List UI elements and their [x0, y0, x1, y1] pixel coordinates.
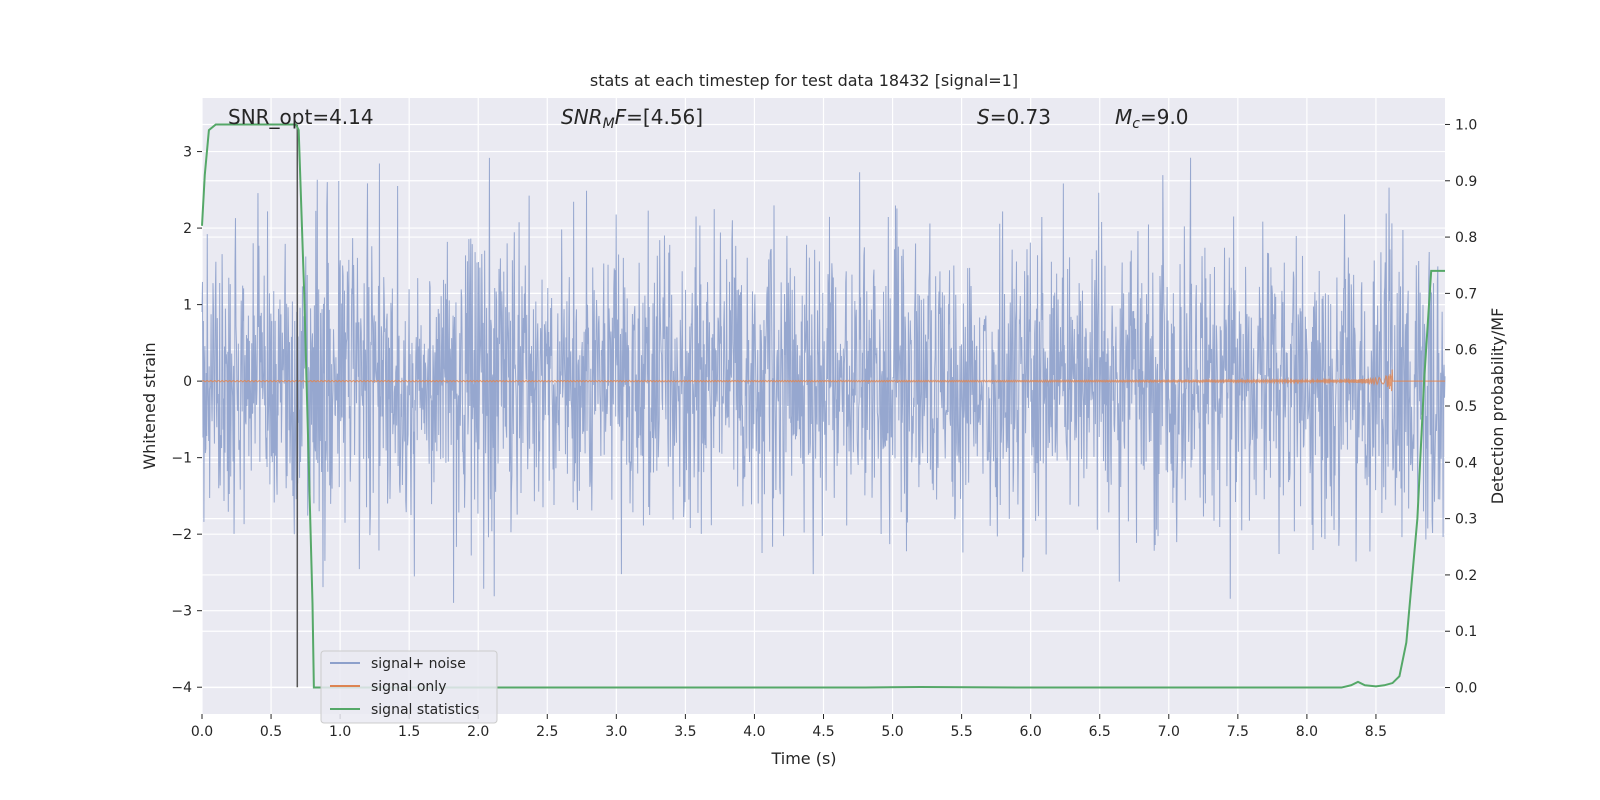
x-tick-label: 6.0 [1020, 724, 1042, 740]
annotation-s-value: =0.73 [990, 105, 1051, 129]
y-right-tick-label: 0.2 [1455, 568, 1477, 584]
y-axis-right-label: Detection probability/MF [1488, 308, 1507, 505]
y-right-tick-label: 0.6 [1455, 343, 1477, 359]
annotation-mc-subscript: c [1132, 116, 1140, 132]
y-right-tick-label: 0.7 [1455, 286, 1477, 302]
x-tick-label: 3.0 [605, 724, 627, 740]
x-tick-label: 7.5 [1227, 724, 1249, 740]
y-tick-label: −2 [171, 527, 192, 543]
x-tick-label: 3.5 [674, 724, 696, 740]
y-tick-label: −3 [171, 604, 192, 620]
chart-title: stats at each timestep for test data 184… [590, 71, 1018, 90]
legend-box [320, 650, 498, 724]
y-right-tick-label: 0.8 [1455, 230, 1477, 246]
x-tick-label: 1.0 [329, 724, 351, 740]
legend: signal+ noise signal only signal statist… [320, 650, 498, 724]
x-tick-label: 2.0 [467, 724, 489, 740]
x-tick-label: 5.5 [950, 724, 972, 740]
annotation-snr-opt: SNR_opt=4.14 [228, 105, 374, 129]
x-tick-label: 1.5 [398, 724, 420, 740]
x-tick-label: 5.0 [881, 724, 903, 740]
annotation-mc-value: =9.0 [1140, 105, 1189, 129]
series-signal-only-line [201, 369, 1445, 392]
annotation-snr-mf-value: =[4.56] [626, 105, 703, 129]
x-tick-label: 4.5 [812, 724, 834, 740]
y-tick-label: 2 [183, 221, 192, 237]
x-tick-label: 0.0 [191, 724, 213, 740]
annotation-snr-mf-symbol2: F [615, 105, 627, 129]
y-tick-label: −4 [171, 680, 192, 696]
annotation-snr-mf-subscript: M [603, 116, 615, 132]
legend-label-signal: signal only [371, 679, 446, 695]
data-series [201, 123, 1446, 689]
y-tick-label: −1 [171, 451, 192, 467]
x-tick-label: 4.0 [743, 724, 765, 740]
x-tick-label: 7.0 [1158, 724, 1180, 740]
y-axis-label: Whitened strain [140, 342, 159, 469]
y-right-tick-label: 0.1 [1455, 624, 1477, 640]
legend-label-stat: signal statistics [371, 702, 479, 718]
y-right-tick-label: 0.9 [1455, 174, 1477, 190]
legend-label-noise: signal+ noise [371, 656, 466, 672]
y-tick-label: 3 [183, 145, 192, 161]
annotation-snr-mf-symbol: SNR [561, 105, 603, 129]
annotation-s: S=0.73 [977, 105, 1051, 129]
annotation-mc: Mc=9.0 [1115, 105, 1189, 132]
axis-ticks: 0.0 0.5 1.0 1.5 2.0 2.5 3.0 3.5 4.0 4.5 5.0 5.5 6.0 6… [171, 117, 1477, 740]
series-signal-noise-line [201, 157, 1446, 603]
x-axis-label: Time (s) [770, 749, 836, 768]
y-tick-label: 1 [183, 298, 192, 314]
y-right-tick-label: 0.0 [1455, 681, 1477, 697]
x-tick-label: 8.5 [1365, 724, 1387, 740]
annotation-s-symbol: S [977, 105, 990, 129]
x-tick-label: 8.0 [1296, 724, 1318, 740]
y-right-tick-label: 0.3 [1455, 512, 1477, 528]
y-right-tick-label: 1.0 [1455, 117, 1477, 133]
annotation-mc-symbol: M [1115, 105, 1132, 129]
annotation-snr-mf: SNRMF=[4.56] [561, 105, 703, 132]
x-tick-label: 0.5 [260, 724, 282, 740]
x-tick-label: 2.5 [536, 724, 558, 740]
y-right-tick-label: 0.5 [1455, 399, 1477, 415]
y-tick-label: 0 [183, 374, 192, 390]
x-tick-label: 6.5 [1089, 724, 1111, 740]
series-signal-statistics-line [201, 123, 1445, 689]
y-right-tick-label: 0.4 [1455, 455, 1477, 471]
